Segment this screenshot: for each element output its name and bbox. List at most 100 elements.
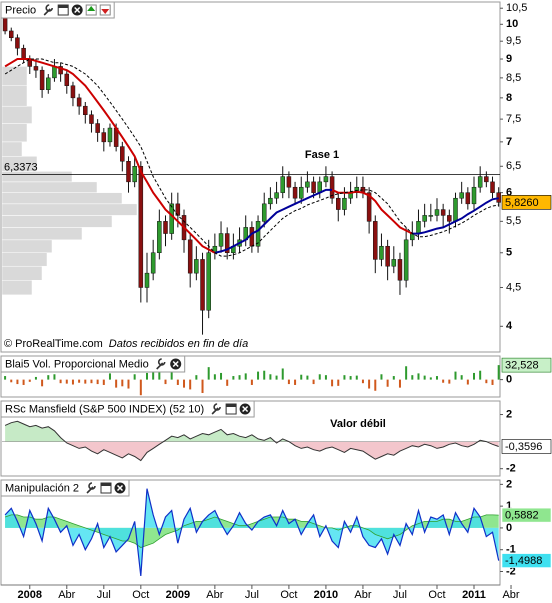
close-icon[interactable] bbox=[170, 358, 182, 370]
x-tick-label: Abr bbox=[502, 589, 519, 601]
volume-profile-bar bbox=[1, 141, 23, 157]
close-icon[interactable] bbox=[239, 403, 251, 415]
candle-body bbox=[453, 197, 458, 222]
volume-bar bbox=[485, 379, 488, 384]
candle-body bbox=[83, 105, 88, 116]
candle-body bbox=[397, 259, 403, 281]
last-value-box bbox=[501, 553, 552, 568]
volume-bar bbox=[65, 379, 68, 384]
volume-bar bbox=[152, 371, 155, 380]
window-icon[interactable] bbox=[225, 403, 237, 415]
x-tick-label: Abr bbox=[206, 589, 223, 601]
volume-bar bbox=[448, 379, 451, 384]
volume-bar bbox=[405, 366, 408, 380]
volume-bar bbox=[306, 375, 309, 380]
window-icon[interactable] bbox=[100, 482, 112, 494]
x-tick-label: 2008 bbox=[18, 589, 42, 601]
close-icon[interactable] bbox=[114, 482, 126, 494]
volume-bar bbox=[10, 379, 13, 383]
candle-body bbox=[422, 215, 427, 222]
volume-bar bbox=[374, 379, 377, 391]
y-tick-label: 7 bbox=[506, 136, 512, 148]
y-tick-label: -1 bbox=[506, 544, 516, 556]
volume-profile-bar bbox=[1, 252, 48, 267]
close-x bbox=[172, 360, 179, 368]
volume-bar bbox=[318, 374, 321, 380]
volume-bar bbox=[294, 379, 297, 385]
candle-body bbox=[342, 197, 347, 210]
volume-profile-bar bbox=[1, 227, 83, 241]
x-tick-label: Oct bbox=[428, 589, 445, 601]
candle-body bbox=[46, 77, 51, 90]
candle-body bbox=[107, 127, 113, 143]
candle-body bbox=[496, 192, 501, 203]
panel-header: Precio bbox=[0, 1, 115, 19]
volume-profile-bar bbox=[1, 279, 33, 296]
candle-body bbox=[224, 233, 230, 254]
volume-bar bbox=[417, 373, 420, 380]
volume-bar bbox=[16, 379, 19, 385]
candle-body bbox=[434, 209, 440, 216]
volume-profile-bar bbox=[1, 85, 28, 107]
last-value-label: 0,5882 bbox=[505, 510, 539, 522]
volume-bar bbox=[133, 374, 136, 380]
volume-bar bbox=[238, 375, 241, 380]
candle-body bbox=[274, 192, 279, 199]
last-value-box bbox=[501, 439, 552, 454]
close-x bbox=[242, 405, 249, 413]
volume-bar bbox=[386, 379, 389, 387]
y-tick-label: 7,5 bbox=[506, 113, 521, 125]
volume-profile-bar bbox=[1, 265, 43, 281]
settings-icon[interactable] bbox=[86, 482, 96, 494]
volume-profile-bar bbox=[1, 203, 138, 216]
x-tick-label: 2010 bbox=[314, 589, 338, 601]
volume-bar bbox=[442, 379, 445, 383]
y-tick-label: 5 bbox=[506, 247, 512, 259]
volume-bar bbox=[423, 375, 426, 380]
up-icon[interactable] bbox=[85, 4, 97, 16]
panel-header: RSc Mansfield (S&P 500 INDEX) (52 10) bbox=[0, 400, 255, 418]
candle-body bbox=[52, 66, 57, 79]
close-icon[interactable] bbox=[71, 4, 83, 16]
y-tick-label: 4,5 bbox=[506, 281, 521, 293]
volume-bar bbox=[164, 379, 167, 385]
candle-body bbox=[268, 197, 273, 205]
volume-bar bbox=[473, 372, 476, 380]
volume-bar bbox=[158, 369, 161, 380]
volume-bar bbox=[115, 379, 118, 388]
candle-body bbox=[101, 132, 107, 143]
volume-bar bbox=[22, 379, 25, 385]
down-icon[interactable] bbox=[99, 4, 111, 16]
candle-body bbox=[292, 186, 298, 199]
x-tick-label: Jul bbox=[245, 589, 259, 601]
x-tick-label: 2009 bbox=[166, 589, 190, 601]
volume-bar bbox=[497, 365, 500, 380]
settings-icon[interactable] bbox=[156, 358, 166, 370]
volume-bar bbox=[121, 379, 124, 387]
panel-title: Blai5 Vol. Proporcional Medio bbox=[5, 358, 149, 370]
volume-bar bbox=[454, 371, 457, 380]
window-icon[interactable] bbox=[57, 4, 69, 16]
volume-bar bbox=[411, 375, 414, 380]
candle-body bbox=[459, 192, 464, 199]
settings-icon[interactable] bbox=[43, 4, 53, 16]
candle-body bbox=[490, 181, 495, 193]
candle-body bbox=[447, 215, 452, 222]
candle-body bbox=[255, 221, 261, 247]
volume-bar bbox=[195, 375, 198, 380]
candle-body bbox=[403, 239, 409, 281]
candle-body bbox=[120, 146, 125, 162]
settings-icon[interactable] bbox=[211, 403, 221, 415]
y-tick-label: 10 bbox=[506, 18, 518, 30]
candle-body bbox=[157, 221, 162, 254]
volume-bar bbox=[102, 379, 105, 385]
candle-body bbox=[200, 259, 205, 311]
candle-body bbox=[305, 181, 310, 188]
volume-bar bbox=[429, 377, 432, 380]
x-tick-label: 2011 bbox=[462, 589, 486, 601]
volume-profile-bar bbox=[1, 181, 98, 193]
y-tick-label: 4 bbox=[506, 320, 513, 332]
candle-body bbox=[373, 221, 378, 260]
volume-bar bbox=[479, 370, 482, 380]
